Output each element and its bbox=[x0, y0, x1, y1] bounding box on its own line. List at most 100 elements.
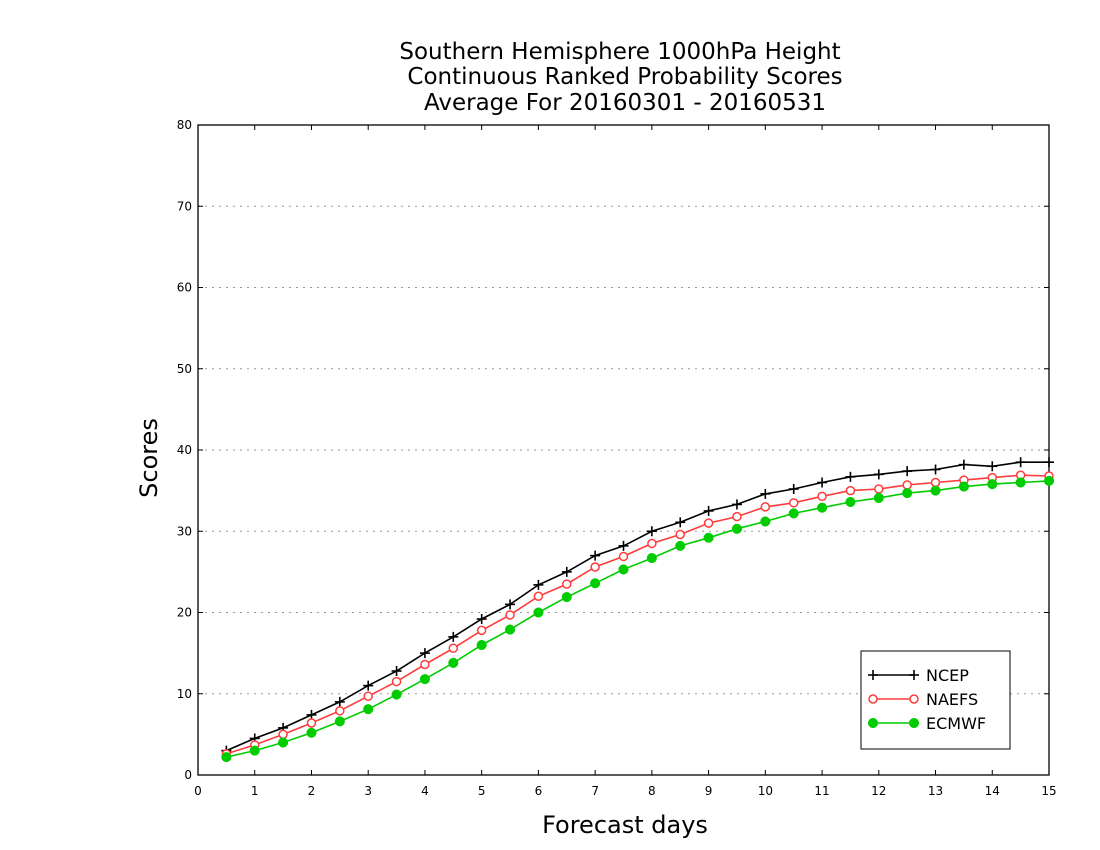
data-point-ecmwf bbox=[278, 737, 289, 748]
data-point-ecmwf bbox=[987, 479, 998, 490]
data-point-ncep bbox=[646, 526, 657, 537]
data-point-ncep bbox=[419, 648, 430, 659]
data-point-ecmwf bbox=[419, 674, 430, 685]
x-tick-label: 4 bbox=[421, 784, 429, 798]
data-point-ecmwf bbox=[930, 485, 941, 496]
data-point-ncep bbox=[363, 680, 374, 691]
data-series bbox=[221, 457, 1055, 763]
data-point-ncep bbox=[476, 614, 487, 624]
y-axis-label: Scores bbox=[135, 418, 163, 498]
data-point-ecmwf bbox=[533, 607, 544, 618]
data-point-ncep bbox=[873, 469, 884, 480]
data-point-naefs bbox=[874, 484, 884, 494]
data-point-ncep bbox=[590, 550, 601, 561]
y-tick-label: 50 bbox=[177, 362, 192, 376]
data-point-ecmwf bbox=[958, 481, 969, 492]
data-point-ncep bbox=[760, 488, 771, 499]
data-point-ncep bbox=[1044, 457, 1054, 468]
data-point-naefs bbox=[590, 562, 600, 572]
data-point-ecmwf bbox=[731, 523, 743, 534]
chart-title-line-3: Average For 20160301 - 20160531 bbox=[424, 90, 826, 116]
data-point-naefs bbox=[675, 529, 685, 540]
data-point-ecmwf bbox=[476, 639, 487, 651]
chart-title: Southern Hemisphere 1000hPa Height Conti… bbox=[399, 39, 842, 116]
x-tick-label: 3 bbox=[364, 784, 372, 798]
data-point-ecmwf bbox=[760, 516, 771, 527]
data-point-ncep bbox=[958, 459, 969, 470]
legend-marker-ncep bbox=[868, 670, 878, 680]
data-point-naefs bbox=[902, 480, 912, 490]
data-point-naefs bbox=[420, 659, 430, 670]
data-point-naefs bbox=[788, 498, 799, 508]
x-tick-label: 1 bbox=[251, 784, 259, 798]
data-point-ncep bbox=[930, 464, 941, 475]
data-point-ecmwf bbox=[504, 624, 516, 635]
data-point-ecmwf bbox=[618, 564, 629, 575]
data-point-ncep bbox=[675, 517, 686, 528]
data-point-naefs bbox=[817, 491, 827, 502]
data-point-ecmwf bbox=[306, 727, 317, 738]
data-point-naefs bbox=[845, 485, 856, 496]
data-point-ncep bbox=[902, 466, 913, 477]
data-point-naefs bbox=[562, 579, 572, 589]
data-point-ecmwf bbox=[1043, 475, 1055, 486]
data-point-naefs bbox=[760, 502, 771, 512]
data-point-naefs bbox=[476, 625, 487, 636]
data-point-ncep bbox=[505, 599, 516, 610]
data-point-ncep bbox=[731, 499, 742, 510]
series-ncep bbox=[221, 457, 1054, 756]
legend-marker-ncep bbox=[909, 670, 919, 680]
data-point-ecmwf bbox=[902, 488, 913, 499]
data-point-ncep bbox=[533, 579, 544, 590]
y-tick-label: 60 bbox=[177, 281, 192, 295]
data-point-ncep bbox=[306, 709, 317, 720]
data-point-ncep bbox=[334, 696, 345, 707]
legend-marker-naefs bbox=[868, 694, 878, 704]
y-tick-label: 40 bbox=[177, 443, 192, 457]
data-point-ecmwf bbox=[221, 752, 232, 763]
chart-title-line-2: Continuous Ranked Probability Scores bbox=[407, 64, 842, 90]
data-point-ecmwf bbox=[817, 502, 828, 513]
data-point-ncep bbox=[788, 484, 799, 494]
series-line-naefs bbox=[226, 474, 1050, 755]
series-ecmwf bbox=[221, 475, 1055, 763]
data-point-ncep bbox=[561, 566, 572, 577]
legend-box bbox=[860, 650, 1011, 750]
x-tick-label: 15 bbox=[1041, 784, 1056, 798]
x-tick-label: 10 bbox=[758, 784, 773, 798]
x-tick-label: 0 bbox=[194, 784, 202, 798]
y-tick-label: 80 bbox=[177, 118, 192, 132]
legend-label-ecmwf: ECMWF bbox=[926, 714, 986, 733]
data-point-naefs bbox=[647, 538, 657, 549]
legend-item-naefs: NAEFS bbox=[868, 690, 978, 709]
legend-label-naefs: NAEFS bbox=[926, 690, 978, 709]
data-point-naefs bbox=[363, 691, 373, 701]
y-tick-label: 10 bbox=[177, 687, 192, 701]
y-tick-label: 20 bbox=[177, 606, 192, 620]
data-point-naefs bbox=[732, 511, 742, 522]
data-point-naefs bbox=[448, 643, 459, 653]
x-tick-label: 13 bbox=[928, 784, 943, 798]
legend-item-ecmwf: ECMWF bbox=[867, 714, 986, 733]
x-tick-label: 12 bbox=[871, 784, 886, 798]
data-point-ecmwf bbox=[363, 704, 374, 715]
data-point-naefs bbox=[505, 610, 515, 620]
data-point-ncep bbox=[703, 505, 714, 516]
x-tick-label: 5 bbox=[478, 784, 486, 798]
data-point-ecmwf bbox=[873, 492, 884, 503]
data-point-ncep bbox=[391, 666, 402, 676]
data-point-ncep bbox=[448, 631, 459, 642]
data-point-naefs bbox=[306, 718, 317, 728]
data-point-ecmwf bbox=[334, 716, 345, 727]
legend: NCEP NAEFS ECMWF bbox=[860, 650, 1011, 750]
data-point-ncep bbox=[845, 471, 856, 482]
legend-marker-ecmwf bbox=[908, 717, 920, 729]
data-point-ecmwf bbox=[675, 540, 686, 551]
data-point-ecmwf bbox=[561, 592, 572, 603]
y-gridlines bbox=[198, 205, 1049, 695]
x-tick-label: 7 bbox=[591, 784, 599, 798]
data-point-ncep bbox=[1015, 457, 1026, 468]
data-point-ecmwf bbox=[249, 745, 260, 756]
